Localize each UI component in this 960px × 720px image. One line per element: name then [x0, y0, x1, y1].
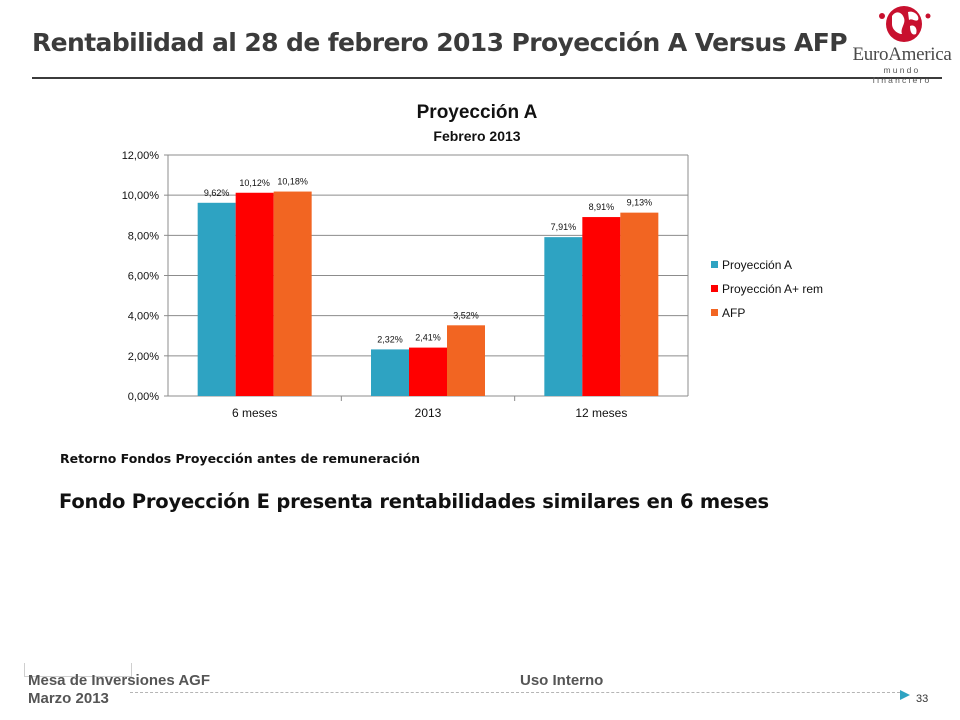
logo-tagline: mundo financiero — [872, 65, 932, 85]
data-label: 9,62% — [204, 188, 230, 198]
caption-small: Retorno Fondos Proyección antes de remun… — [60, 451, 421, 466]
play-arrow-icon — [900, 690, 910, 700]
legend-swatch — [711, 285, 718, 292]
legend-label: AFP — [722, 306, 745, 320]
chart-title: Proyección A — [417, 102, 538, 123]
caption-large: Fondo Proyección E presenta rentabilidad… — [59, 490, 769, 513]
footer-dotted-rule — [130, 692, 900, 693]
bar — [197, 202, 236, 396]
y-tick-label: 4,00% — [128, 311, 159, 323]
euroamerica-logo: EuroAmerica mundo financiero — [852, 4, 952, 85]
data-label: 8,91% — [589, 202, 615, 212]
x-tick-label: 6 meses — [232, 406, 277, 420]
bar — [620, 212, 659, 396]
bar — [582, 217, 621, 396]
bar-chart: Proyección A Febrero 2013 0,00% 2,00% 4,00% 6… — [122, 102, 823, 420]
x-tick-label: 12 meses — [575, 406, 627, 420]
legend-label: Proyección A — [722, 258, 792, 272]
title-divider — [32, 77, 942, 79]
page-number: 33 — [916, 693, 929, 705]
chart-subtitle: Febrero 2013 — [433, 128, 520, 144]
logo-name: EuroAmerica — [852, 44, 952, 65]
y-tick-label: 6,00% — [128, 271, 159, 283]
footer-classification: Uso Interno — [520, 672, 604, 689]
y-tick-label: 12,00% — [122, 150, 160, 162]
legend-swatch — [711, 261, 718, 268]
footer-frame — [24, 663, 132, 677]
bar — [371, 349, 409, 396]
y-tick-label: 10,00% — [122, 190, 160, 202]
legend-label: Proyección A+ rem — [722, 282, 823, 296]
data-label: 9,13% — [627, 198, 653, 208]
footer-date: Marzo 2013 — [28, 690, 109, 707]
data-label: 7,91% — [551, 222, 577, 232]
y-tick-label: 0,00% — [128, 391, 159, 403]
y-tick-label: 8,00% — [128, 230, 159, 242]
slide-title: Rentabilidad al 28 de febrero 2013 Proye… — [32, 28, 848, 57]
bar — [273, 191, 312, 396]
data-label: 10,12% — [239, 178, 270, 188]
y-tick-label: 2,00% — [128, 351, 159, 363]
bar — [544, 237, 583, 396]
bar — [409, 347, 447, 396]
footer-department: Mesa de Inversiones AGF — [28, 672, 211, 689]
data-label: 2,32% — [377, 334, 403, 344]
legend-swatch — [711, 309, 718, 316]
data-label: 2,41% — [415, 333, 441, 343]
bar — [447, 325, 485, 396]
data-label: 10,18% — [277, 177, 308, 187]
bar — [235, 192, 274, 396]
globe-logo-icon — [879, 6, 931, 42]
x-tick-label: 2013 — [415, 406, 442, 420]
data-label: 3,52% — [453, 310, 479, 320]
